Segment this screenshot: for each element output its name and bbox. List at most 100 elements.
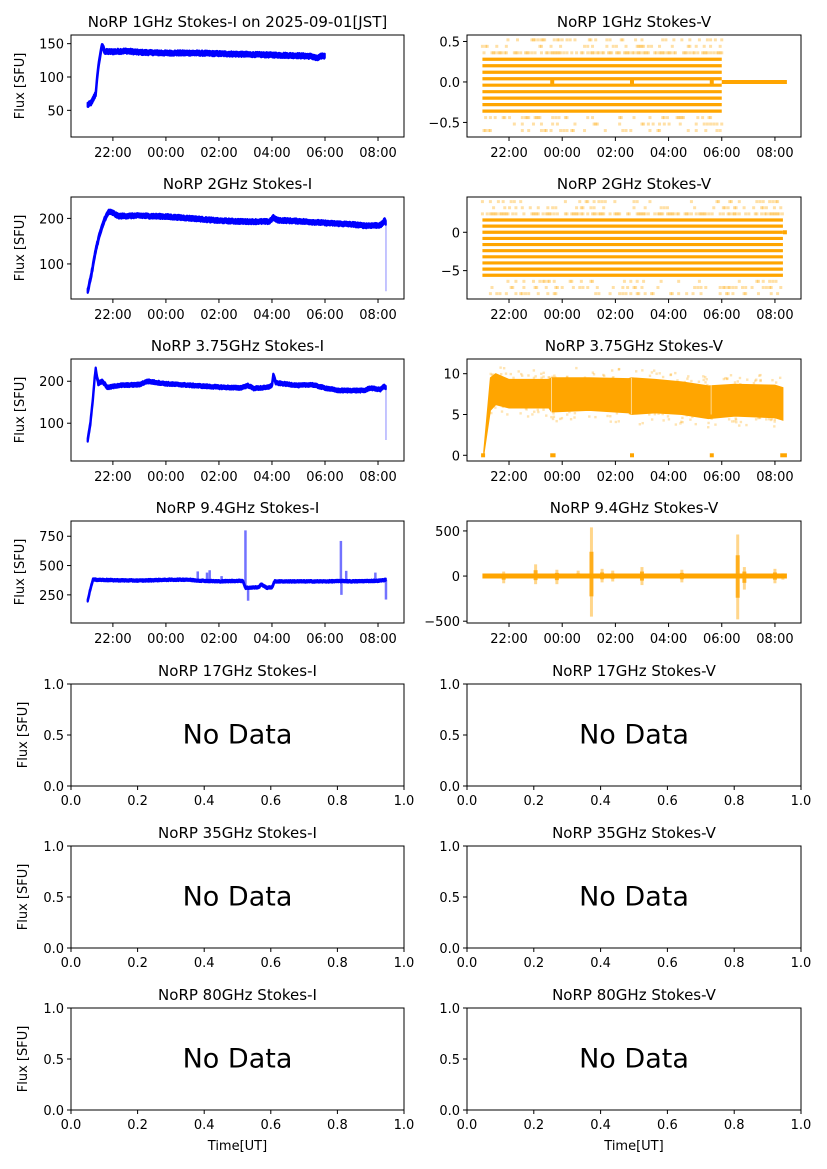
x-tick-label: 0.6 bbox=[657, 794, 678, 809]
x-tick-label: 0.4 bbox=[590, 1118, 611, 1133]
x-tick-label: 08:00 bbox=[359, 632, 396, 647]
x-tick-label: 22:00 bbox=[94, 146, 131, 161]
y-tick-label: 1.0 bbox=[439, 678, 460, 693]
y-tick-label: 200 bbox=[39, 212, 64, 227]
x-tick-label: 0.4 bbox=[194, 956, 215, 971]
x-tick-label: 04:00 bbox=[650, 308, 687, 323]
stokes-v-sparse-level bbox=[480, 44, 722, 48]
x-tick-label: 00:00 bbox=[147, 632, 184, 647]
y-tick-label: −0.5 bbox=[428, 116, 460, 131]
x-tick-label: 0.0 bbox=[457, 794, 478, 809]
x-tick-label: 1.0 bbox=[394, 794, 415, 809]
subplot-title: NoRP 80GHz Stokes-V bbox=[552, 986, 717, 1004]
y-tick-label: 50 bbox=[47, 104, 64, 119]
y-tick-label: 100 bbox=[39, 417, 64, 432]
subplot-title: NoRP 1GHz Stokes-V bbox=[557, 13, 712, 31]
x-tick-label: 02:00 bbox=[597, 146, 634, 161]
subplot-title: NoRP 2GHz Stokes-V bbox=[557, 175, 712, 193]
axes-frame bbox=[466, 845, 802, 949]
x-tick-label: 0.6 bbox=[260, 1118, 281, 1133]
x-tick-label: 22:00 bbox=[490, 470, 527, 485]
stokes-v-sparse-level bbox=[506, 38, 724, 42]
x-tick-label: 06:00 bbox=[306, 308, 343, 323]
x-tick-label: 22:00 bbox=[490, 308, 527, 323]
no-data-label: No Data bbox=[579, 882, 689, 913]
subplot-title: NoRP 35GHz Stokes-I bbox=[158, 824, 317, 842]
subplot-35ghz-i: NoRP 35GHz Stokes-I 0.0 0.5 1.0 0.0 0.2 0.4 0.6… bbox=[16, 824, 414, 971]
x-tick-label: 22:00 bbox=[94, 470, 131, 485]
x-tick-label: 1.0 bbox=[791, 956, 812, 971]
subplot-title: NoRP 9.4GHz Stokes-I bbox=[156, 499, 320, 517]
x-tick-label: 0.2 bbox=[127, 956, 148, 971]
x-tick-label: 0.0 bbox=[61, 794, 82, 809]
x-tick-label: 0.6 bbox=[260, 794, 281, 809]
x-tick-label: 00:00 bbox=[147, 470, 184, 485]
x-tick-label: 08:00 bbox=[359, 308, 396, 323]
plot-area bbox=[86, 43, 326, 108]
subplot-title: NoRP 3.75GHz Stokes-V bbox=[545, 337, 724, 355]
y-axis-label: Flux [SFU] bbox=[13, 377, 28, 444]
subplot-2ghz-v: NoRP 2GHz Stokes-V −5 0 22:00 00:00 02:00 04:0… bbox=[441, 175, 802, 323]
x-tick-label: 22:00 bbox=[94, 632, 131, 647]
stokes-v-sparse-level bbox=[490, 285, 783, 289]
no-data-label: No Data bbox=[183, 720, 293, 751]
x-tick-label: 08:00 bbox=[756, 308, 793, 323]
x-tick-label: 0.6 bbox=[657, 1118, 678, 1133]
stokes-v-sparse-level bbox=[482, 51, 724, 55]
plot-area bbox=[86, 530, 388, 603]
stokes-v-sparse-level bbox=[480, 200, 780, 204]
subplot-35ghz-v: NoRP 35GHz Stokes-V 0.0 0.5 1.0 0.0 0.2 0.4 0.6… bbox=[439, 824, 811, 971]
x-tick-label: 02:00 bbox=[200, 308, 237, 323]
no-data-label: No Data bbox=[579, 1044, 689, 1075]
x-tick-label: 04:00 bbox=[253, 308, 290, 323]
x-tick-label: 0.6 bbox=[260, 956, 281, 971]
x-tick-label: 06:00 bbox=[703, 470, 740, 485]
axes-frame bbox=[70, 1007, 405, 1111]
x-tick-label: 0.2 bbox=[127, 1118, 148, 1133]
stokes-v-outliers bbox=[489, 366, 782, 429]
no-data-label: No Data bbox=[183, 1044, 293, 1075]
y-tick-label: 0 bbox=[452, 226, 460, 241]
x-tick-label: 22:00 bbox=[490, 632, 527, 647]
x-tick-label: 0.4 bbox=[590, 956, 611, 971]
y-tick-label: 1.0 bbox=[439, 840, 460, 855]
no-data-label: No Data bbox=[183, 882, 293, 913]
y-tick-label: 0.0 bbox=[439, 76, 460, 91]
x-tick-label: 02:00 bbox=[597, 632, 634, 647]
x-tick-label: 0.0 bbox=[61, 956, 82, 971]
y-axis-label: Flux [SFU] bbox=[16, 702, 31, 769]
subplot-80ghz-i: NoRP 80GHz Stokes-I 0.0 0.5 1.0 0.0 0.2 0.4 0.6… bbox=[16, 986, 414, 1154]
x-tick-label: 06:00 bbox=[703, 146, 740, 161]
y-axis-label: Flux [SFU] bbox=[13, 53, 28, 120]
y-tick-label: 500 bbox=[39, 560, 64, 575]
x-tick-label: 08:00 bbox=[756, 632, 793, 647]
x-tick-label: 1.0 bbox=[791, 794, 812, 809]
x-tick-label: 08:00 bbox=[359, 470, 396, 485]
subplot-title: NoRP 80GHz Stokes-I bbox=[158, 986, 317, 1004]
plot-area bbox=[480, 38, 787, 133]
y-tick-label: 0.5 bbox=[439, 1053, 460, 1068]
stokes-v-sparse-level bbox=[480, 212, 784, 216]
y-axis-label: Flux [SFU] bbox=[13, 215, 28, 282]
axes-frame bbox=[466, 196, 802, 300]
subplot-17ghz-v: NoRP 17GHz Stokes-V 0.0 0.5 1.0 0.0 0.2 0.4 0.6… bbox=[439, 662, 811, 809]
subplot-9.4ghz-v: NoRP 9.4GHz Stokes-V −500 0 500 22:00 00:00 02… bbox=[424, 499, 802, 647]
y-tick-label: 100 bbox=[39, 258, 64, 273]
x-tick-label: 04:00 bbox=[650, 470, 687, 485]
x-tick-label: 0.0 bbox=[457, 1118, 478, 1133]
y-tick-label: 0.0 bbox=[43, 942, 64, 957]
y-tick-label: 0.0 bbox=[439, 780, 460, 795]
subplot-3.75ghz-i: NoRP 3.75GHz Stokes-I 100 200 22:00 00:00 02:… bbox=[13, 337, 405, 485]
no-data-label: No Data bbox=[579, 720, 689, 751]
x-tick-label: 0.8 bbox=[724, 794, 745, 809]
x-tick-label: 06:00 bbox=[306, 632, 343, 647]
subplot-title: NoRP 35GHz Stokes-V bbox=[552, 824, 717, 842]
y-tick-label: 0.0 bbox=[43, 780, 64, 795]
stokes-i-series bbox=[86, 43, 326, 108]
subplot-9.4ghz-i: NoRP 9.4GHz Stokes-I 250 500 750 22:00 00:00 0… bbox=[13, 499, 405, 647]
stokes-v-sparse-level bbox=[484, 116, 713, 120]
stokes-v-sparse-level bbox=[506, 279, 778, 283]
x-tick-label: 0.8 bbox=[724, 1118, 745, 1133]
y-tick-label: 0.5 bbox=[439, 35, 460, 50]
subplot-2ghz-i: NoRP 2GHz Stokes-I 100 200 22:00 00:00 02:00 0… bbox=[13, 175, 405, 323]
